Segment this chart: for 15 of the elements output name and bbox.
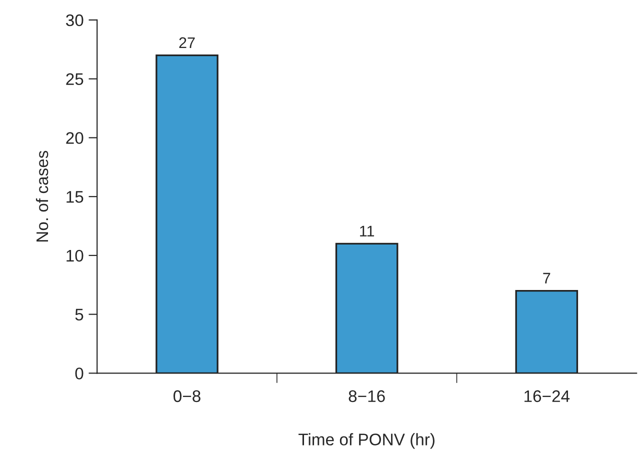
y-tick-label: 5 <box>75 308 84 321</box>
x-axis-title: Time of PONV (hr) <box>298 433 434 449</box>
x-tick-label: 16−24 <box>524 390 570 402</box>
y-tick-label: 0 <box>75 368 84 380</box>
data-label: 7 <box>543 272 550 284</box>
y-tick-label: 20 <box>66 132 84 144</box>
y-tick-label: 30 <box>66 14 84 26</box>
data-label: 11 <box>360 226 374 236</box>
y-axis-title: No. of cases <box>36 150 48 242</box>
data-label: 27 <box>179 37 195 48</box>
x-tick-label: 0−8 <box>174 390 200 402</box>
x-tick-label: 8−16 <box>348 390 385 402</box>
y-tick-label: 15 <box>66 191 84 203</box>
y-tick-label: 25 <box>66 73 84 86</box>
y-tick-label: 10 <box>66 250 84 262</box>
